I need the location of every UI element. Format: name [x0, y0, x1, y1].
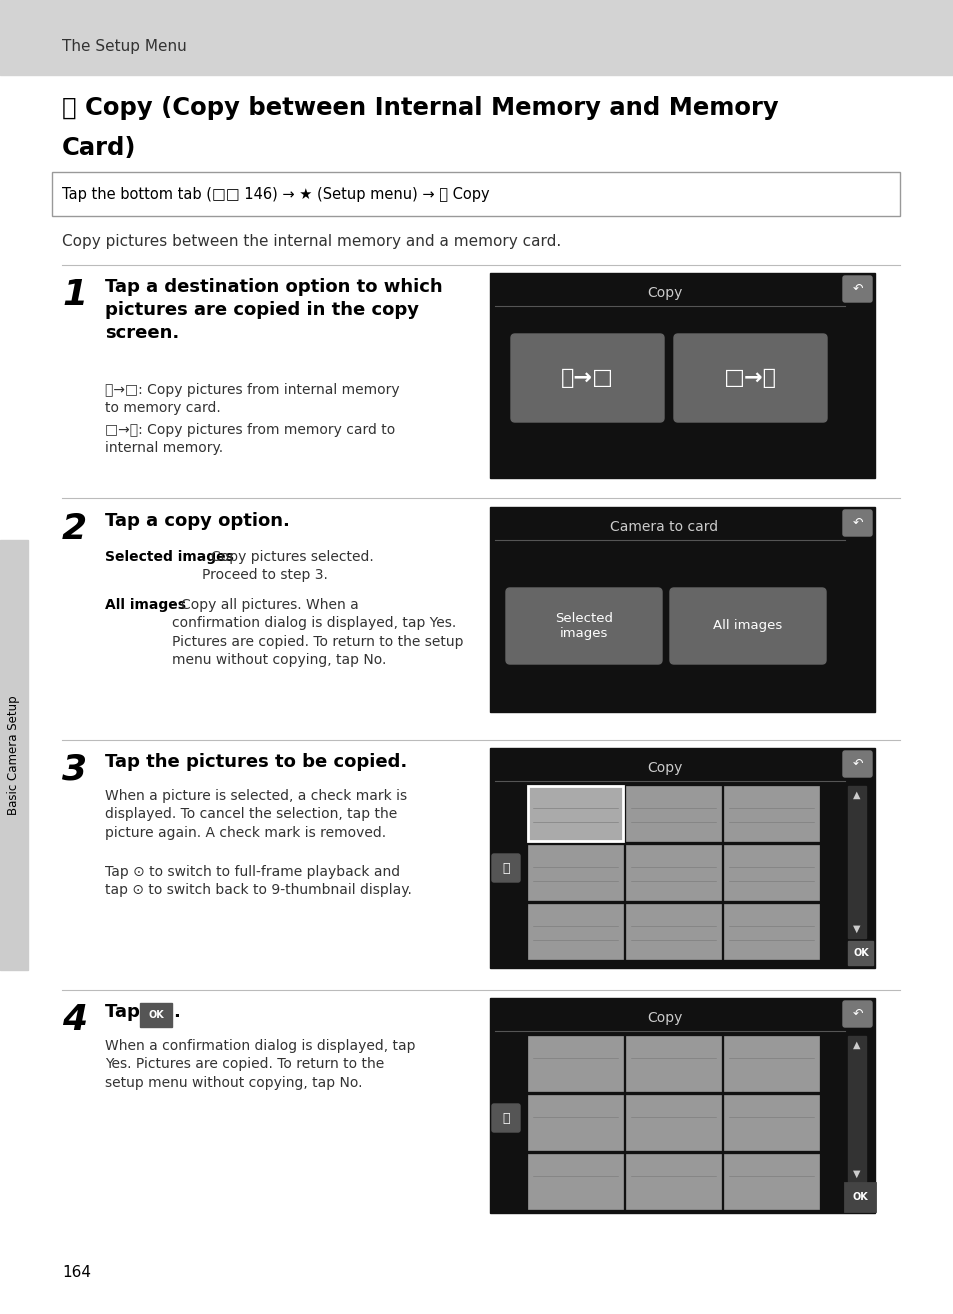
Bar [490, 999, 874, 1213]
Bar [625, 1154, 720, 1209]
Bar [490, 507, 874, 712]
Bar [527, 1154, 622, 1209]
Text: ⌕: ⌕ [501, 1112, 509, 1125]
Bar [625, 1035, 720, 1091]
Bar [625, 904, 720, 959]
FancyBboxPatch shape [669, 587, 825, 664]
Text: Tap the pictures to be copied.: Tap the pictures to be copied. [105, 753, 407, 771]
Bar [723, 1035, 818, 1091]
Bar [847, 1035, 865, 1183]
FancyBboxPatch shape [492, 854, 519, 882]
Text: 164: 164 [62, 1265, 91, 1280]
Text: Copy: Copy [646, 1010, 681, 1025]
Bar [527, 845, 622, 900]
Bar [625, 845, 720, 900]
Bar [625, 1095, 720, 1150]
Text: Tap the bottom tab (□□ 146) → ★ (Setup menu) → ⬜ Copy: Tap the bottom tab (□□ 146) → ★ (Setup m… [62, 187, 489, 201]
Bar [527, 786, 622, 841]
Text: When a picture is selected, a check mark is
displayed. To cancel the selection, : When a picture is selected, a check mark… [105, 788, 407, 840]
Text: Tap a destination option to which
pictures are copied in the copy
screen.: Tap a destination option to which pictur… [105, 279, 442, 342]
Text: Copy pictures between the internal memory and a memory card.: Copy pictures between the internal memor… [62, 234, 560, 248]
Text: ⓙ→□: ⓙ→□ [560, 368, 614, 388]
Bar [723, 845, 818, 900]
Text: The Setup Menu: The Setup Menu [62, 39, 187, 54]
Text: .: . [172, 1003, 180, 1021]
Bar [847, 941, 872, 964]
Bar [490, 748, 874, 968]
Text: OK: OK [852, 947, 868, 958]
FancyBboxPatch shape [842, 752, 871, 777]
Text: All images: All images [105, 598, 186, 612]
Text: : Copy pictures selected.
Proceed to step 3.: : Copy pictures selected. Proceed to ste… [202, 551, 374, 582]
Bar [723, 1154, 818, 1209]
Text: 2: 2 [62, 512, 87, 547]
Text: ⓙ→□: Copy pictures from internal memory
to memory card.: ⓙ→□: Copy pictures from internal memory … [105, 382, 399, 415]
Bar [723, 786, 818, 841]
Bar [527, 904, 622, 959]
Text: Basic Camera Setup: Basic Camera Setup [8, 695, 20, 815]
Text: 1: 1 [62, 279, 87, 311]
FancyBboxPatch shape [140, 1003, 172, 1028]
Text: OK: OK [148, 1010, 164, 1020]
Text: 4: 4 [62, 1003, 87, 1037]
Bar [527, 786, 622, 841]
Text: Tap: Tap [105, 1003, 146, 1021]
Text: ⬜ Copy (Copy between Internal Memory and Memory: ⬜ Copy (Copy between Internal Memory and… [62, 96, 778, 120]
Text: Card): Card) [62, 137, 136, 160]
FancyBboxPatch shape [842, 276, 871, 302]
Text: Copy: Copy [646, 761, 681, 775]
FancyBboxPatch shape [505, 587, 661, 664]
Text: Tap a copy option.: Tap a copy option. [105, 512, 290, 530]
Bar [723, 1095, 818, 1150]
Text: ⌕: ⌕ [501, 862, 509, 875]
Text: ▼: ▼ [852, 924, 860, 934]
Bar [527, 1035, 622, 1091]
Text: □→ⓙ: Copy pictures from memory card to
internal memory.: □→ⓙ: Copy pictures from memory card to i… [105, 423, 395, 456]
Bar [847, 786, 865, 938]
Bar [527, 1095, 622, 1150]
Bar [0, 0, 953, 75]
FancyBboxPatch shape [492, 1104, 519, 1131]
Bar [723, 904, 818, 959]
Text: : Copy all pictures. When a
confirmation dialog is displayed, tap Yes.
Pictures : : Copy all pictures. When a confirmation… [172, 598, 463, 668]
Bar [0, 540, 28, 970]
Text: Selected images: Selected images [105, 551, 233, 564]
FancyBboxPatch shape [511, 334, 663, 422]
FancyBboxPatch shape [673, 334, 826, 422]
FancyBboxPatch shape [842, 510, 871, 536]
Text: Copy: Copy [646, 286, 681, 300]
Text: □→ⓙ: □→ⓙ [723, 368, 776, 388]
Text: ▼: ▼ [852, 1169, 860, 1179]
FancyBboxPatch shape [842, 1001, 871, 1028]
Bar [625, 786, 720, 841]
Bar [52, 172, 899, 215]
Text: ↶: ↶ [852, 1008, 862, 1021]
Text: Tap ⊙ to switch to full-frame playback and
tap ⊙ to switch back to 9-thumbnail d: Tap ⊙ to switch to full-frame playback a… [105, 865, 412, 897]
Bar [490, 273, 874, 478]
Text: ▲: ▲ [852, 1039, 860, 1050]
Text: 3: 3 [62, 753, 87, 787]
Text: ↶: ↶ [852, 516, 862, 530]
Text: ↶: ↶ [852, 757, 862, 770]
Text: OK: OK [851, 1192, 867, 1202]
Text: Camera to card: Camera to card [610, 520, 718, 533]
Text: Selected
images: Selected images [555, 612, 613, 640]
Text: ↶: ↶ [852, 283, 862, 296]
Text: All images: All images [713, 619, 781, 632]
Text: When a confirmation dialog is displayed, tap
Yes. Pictures are copied. To return: When a confirmation dialog is displayed,… [105, 1039, 416, 1089]
Text: ▲: ▲ [852, 790, 860, 800]
FancyBboxPatch shape [844, 1183, 874, 1212]
